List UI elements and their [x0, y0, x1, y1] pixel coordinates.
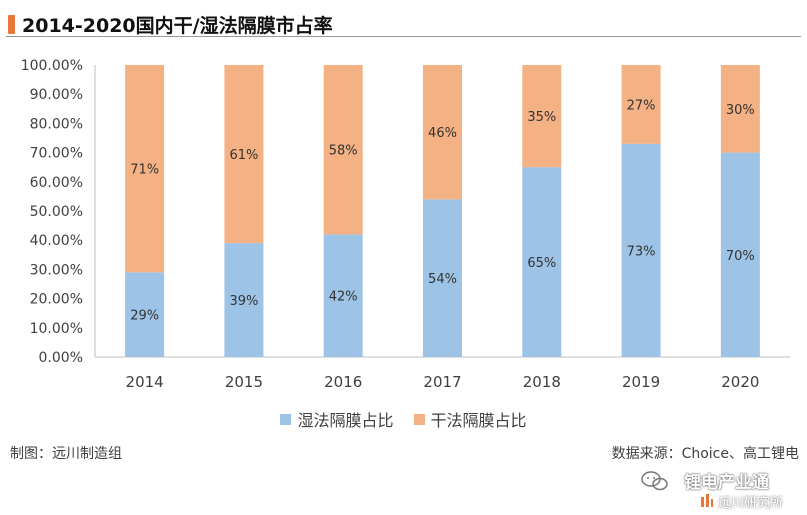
x-tick-label: 2020 [721, 373, 759, 391]
data-label: 71% [130, 163, 159, 178]
y-tick-label: 80.00% [30, 116, 83, 132]
data-label: 46% [428, 126, 457, 141]
y-tick-label: 0.00% [39, 350, 83, 366]
chart: 0.00% 10.00% 20.00% 30.00% 40.00% 50.00% 60.00… [21, 58, 790, 391]
data-label: 54% [428, 272, 457, 287]
x-tick-label: 2017 [423, 373, 461, 391]
wechat-logo-icon [641, 471, 668, 491]
watermark: 锂电产业通 远川研究所 [622, 468, 804, 512]
bar-wet [720, 152, 760, 357]
data-label: 27% [627, 98, 656, 113]
data-label: 61% [229, 148, 258, 163]
watermark-brand: 锂电产业通 [684, 473, 769, 493]
watermark-org: 远川研究所 [718, 496, 784, 511]
footer-source: 数据来源：Choice、高工锂电 [611, 446, 799, 462]
data-label: 73% [627, 244, 656, 259]
data-label: 70% [726, 249, 755, 264]
x-tick-label: 2018 [523, 373, 561, 391]
y-tick-label: 100.00% [21, 58, 83, 74]
data-label: 58% [329, 144, 358, 159]
y-tick-label: 90.00% [30, 87, 83, 103]
legend-label-dry: 干法隔膜占比 [430, 411, 527, 430]
legend-item-wet: 湿法隔膜占比 [280, 407, 394, 431]
data-label: 30% [726, 103, 755, 118]
data-label: 39% [229, 294, 258, 309]
y-tick-label: 50.00% [30, 204, 83, 220]
bar-dry [522, 65, 562, 168]
y-tick-label: 10.00% [30, 321, 83, 337]
bar-wet [423, 199, 462, 357]
y-tick-label: 30.00% [30, 262, 83, 278]
x-tick-label: 2015 [225, 373, 263, 391]
y-tick-label: 60.00% [30, 175, 83, 191]
bar-dry [621, 65, 661, 144]
data-label: 42% [329, 290, 358, 305]
data-label: 65% [527, 256, 556, 271]
title-accent-bar [8, 15, 15, 34]
bar-dry [720, 65, 760, 153]
bar-dry [423, 65, 462, 200]
x-tick-label: 2016 [324, 373, 362, 391]
bar-wet [125, 272, 165, 357]
page-title: 2014-2020国内干/湿法隔膜市占率 [22, 15, 333, 37]
bar-wet [522, 167, 562, 357]
y-tick-label: 40.00% [30, 233, 83, 249]
bar-dry [224, 65, 264, 244]
y-tick-label: 20.00% [30, 292, 83, 308]
legend-swatch-dry [413, 413, 425, 425]
x-tick-label: 2014 [126, 373, 164, 391]
bar-wet [621, 143, 661, 357]
legend-swatch-wet [280, 413, 292, 425]
data-label: 29% [130, 309, 159, 324]
bar-wet [323, 234, 363, 357]
footer-credit: 制图：远川制造组 [10, 446, 122, 462]
y-tick-label: 70.00% [30, 146, 83, 162]
brand-bars-icon [701, 494, 713, 507]
legend-label-wet: 湿法隔膜占比 [297, 411, 394, 430]
legend-item-dry: 干法隔膜占比 [413, 407, 527, 431]
title-bar: 2014-2020国内干/湿法隔膜市占率 [6, 6, 801, 37]
bar-wet [224, 243, 264, 357]
bar-dry [125, 65, 165, 273]
data-label: 35% [527, 110, 556, 125]
bar-dry [323, 65, 363, 235]
x-tick-label: 2019 [622, 373, 660, 391]
chart-legend: 湿法隔膜占比 干法隔膜占比 [0, 407, 807, 431]
